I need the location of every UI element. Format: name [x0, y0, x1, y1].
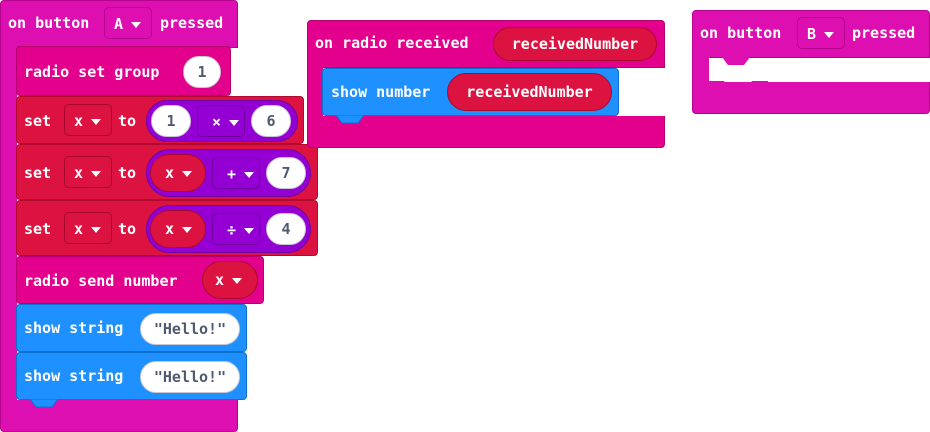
set-variable-block[interactable]: set x to x ÷ 4	[16, 200, 318, 256]
block-notch	[30, 399, 59, 408]
right-operand-field[interactable]: 6	[251, 105, 291, 137]
operator-dropdown[interactable]: ÷	[212, 213, 260, 245]
variable-reporter[interactable]: x	[150, 210, 206, 248]
to-label: to	[118, 164, 137, 182]
button-dropdown-value: B	[807, 25, 817, 43]
chevron-down-icon	[91, 170, 102, 177]
block-notch	[708, 57, 768, 90]
on-button-b-pressed-block[interactable]: on button B pressed	[692, 10, 930, 114]
chevron-down-icon	[244, 171, 255, 178]
variable-dropdown-value: x	[74, 112, 84, 130]
received-number-param[interactable]: receivedNumber	[493, 27, 657, 61]
event-label-suffix: pressed	[160, 14, 224, 32]
set-label: set	[24, 220, 52, 238]
show-number-block[interactable]: show number receivedNumber	[322, 68, 619, 116]
chevron-down-icon	[229, 119, 240, 126]
hat-bottom	[307, 116, 665, 148]
math-expression[interactable]: x ÷ 4	[146, 205, 311, 253]
chevron-down-icon	[182, 170, 193, 177]
variable-dropdown-value: x	[74, 220, 84, 238]
left-operand-field[interactable]: 1	[151, 105, 191, 137]
math-expression[interactable]: 1 × 6	[146, 100, 298, 142]
chevron-down-icon	[824, 31, 835, 38]
chevron-down-icon	[91, 118, 102, 125]
string-field[interactable]: "Hello!"	[140, 313, 240, 345]
variable-reporter-value: x	[165, 164, 175, 182]
show-number-label: show number	[331, 83, 431, 101]
right-operand-field[interactable]: 4	[266, 213, 306, 245]
string-field[interactable]: "Hello!"	[140, 361, 240, 393]
set-label: set	[24, 164, 52, 182]
radio-received-label: on radio received	[315, 34, 469, 52]
chevron-down-icon	[131, 21, 142, 28]
show-string-block[interactable]: show string "Hello!"	[16, 352, 247, 400]
chevron-down-icon	[244, 227, 255, 234]
math-expression[interactable]: x + 7	[146, 149, 311, 197]
set-label: set	[24, 112, 52, 130]
button-dropdown-b[interactable]: B	[797, 17, 845, 49]
on-radio-received-block[interactable]: on radio received receivedNumber	[307, 20, 665, 148]
hat-arm	[0, 46, 17, 402]
radio-set-group-label: radio set group	[24, 63, 160, 81]
on-button-a-pressed-block[interactable]: on button A pressed	[0, 0, 238, 432]
variable-reporter-value: x	[165, 220, 175, 238]
to-label: to	[118, 220, 137, 238]
variable-dropdown[interactable]: x	[64, 104, 112, 136]
radio-set-group-block[interactable]: radio set group 1	[16, 46, 231, 96]
operator-value: +	[226, 165, 237, 183]
block-notch	[336, 115, 365, 124]
variable-reporter[interactable]: x	[150, 154, 206, 192]
radio-send-number-block[interactable]: radio send number x	[16, 256, 264, 304]
operator-dropdown[interactable]: ×	[197, 105, 245, 137]
show-string-block[interactable]: show string "Hello!"	[16, 304, 247, 352]
variable-reporter[interactable]: x	[202, 261, 258, 299]
hat-arm	[692, 56, 708, 86]
operator-value: ×	[211, 113, 222, 131]
chevron-down-icon	[232, 277, 243, 284]
radio-send-number-label: radio send number	[24, 272, 178, 290]
set-variable-block[interactable]: set x to 1 × 6	[16, 96, 304, 144]
operator-dropdown[interactable]: +	[212, 157, 260, 189]
to-label: to	[118, 112, 137, 130]
hat-arm	[307, 66, 323, 118]
show-string-label: show string	[24, 319, 124, 337]
set-variable-block[interactable]: set x to x + 7	[16, 144, 318, 200]
event-label-suffix: pressed	[852, 24, 916, 42]
variable-reporter-value: x	[215, 271, 225, 289]
button-dropdown-value: A	[114, 15, 124, 33]
chevron-down-icon	[182, 226, 193, 233]
variable-dropdown-value: x	[74, 164, 84, 182]
show-string-label: show string	[24, 367, 124, 385]
variable-dropdown[interactable]: x	[64, 212, 112, 244]
event-label-prefix: on button	[8, 14, 90, 32]
right-operand-field[interactable]: 7	[266, 157, 306, 189]
variable-dropdown[interactable]: x	[64, 156, 112, 188]
operator-value: ÷	[226, 221, 237, 239]
group-number-field[interactable]: 1	[183, 56, 221, 88]
event-label-prefix: on button	[700, 24, 782, 42]
chevron-down-icon	[91, 226, 102, 233]
received-number-reporter[interactable]: receivedNumber	[447, 73, 612, 111]
button-dropdown-a[interactable]: A	[104, 7, 152, 39]
